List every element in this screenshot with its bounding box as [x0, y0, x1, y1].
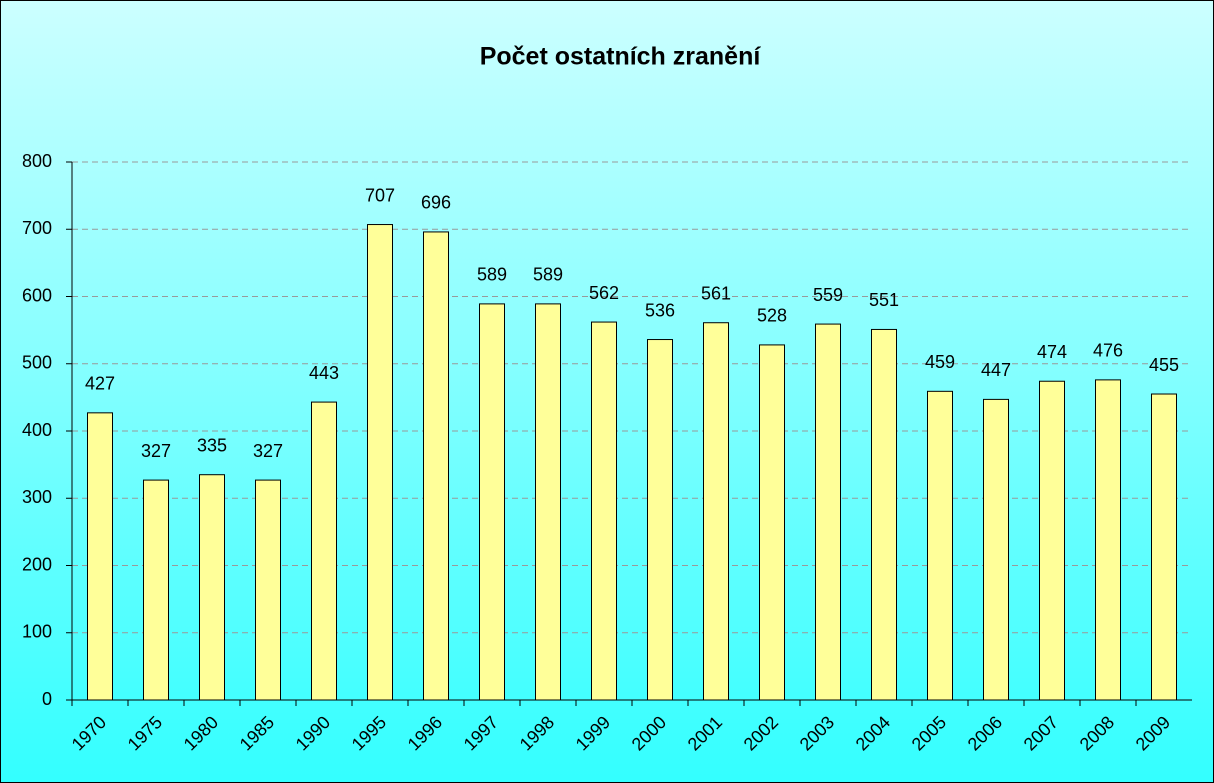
value-label: 476 — [1093, 341, 1123, 361]
bar — [199, 474, 225, 701]
y-tick-label: 400 — [22, 420, 52, 440]
y-tick-label: 300 — [22, 487, 52, 507]
chart-title: Počet ostatních zranění — [480, 43, 762, 71]
bar — [591, 321, 617, 701]
bar — [647, 339, 673, 701]
bar — [423, 231, 449, 701]
value-label: 707 — [365, 185, 395, 205]
value-label: 327 — [141, 441, 171, 461]
y-tick-label: 100 — [22, 622, 52, 642]
bar — [535, 303, 561, 701]
bar — [759, 344, 785, 701]
value-label: 536 — [645, 300, 675, 320]
bar — [983, 398, 1009, 701]
value-label: 559 — [813, 285, 843, 305]
value-label: 455 — [1149, 355, 1179, 375]
y-tick-label: 700 — [22, 218, 52, 238]
value-label: 327 — [253, 441, 283, 461]
bar — [927, 390, 953, 701]
bar — [87, 412, 113, 701]
value-label: 696 — [421, 193, 451, 213]
bar — [1151, 393, 1177, 701]
value-label: 427 — [85, 374, 115, 394]
value-label: 562 — [589, 283, 619, 303]
value-label: 551 — [869, 290, 899, 310]
bar — [143, 479, 169, 701]
y-tick-label: 0 — [42, 689, 52, 709]
bar — [871, 328, 897, 701]
bar — [1039, 380, 1065, 701]
bar — [703, 322, 729, 701]
value-label: 589 — [477, 265, 507, 285]
y-tick-label: 600 — [22, 285, 52, 305]
y-tick-label: 800 — [22, 151, 52, 171]
bar — [367, 224, 393, 701]
value-label: 589 — [533, 265, 563, 285]
value-label: 474 — [1037, 342, 1067, 362]
value-label: 459 — [925, 352, 955, 372]
bar — [479, 303, 505, 701]
bar — [1095, 379, 1121, 701]
bar — [311, 401, 337, 701]
bar — [255, 479, 281, 701]
y-tick-label: 200 — [22, 554, 52, 574]
value-label: 528 — [757, 306, 787, 326]
value-label: 443 — [309, 363, 339, 383]
value-label: 447 — [981, 360, 1011, 380]
y-tick-label: 500 — [22, 353, 52, 373]
value-label: 335 — [197, 435, 227, 455]
value-label: 561 — [701, 283, 731, 303]
bar — [815, 323, 841, 701]
